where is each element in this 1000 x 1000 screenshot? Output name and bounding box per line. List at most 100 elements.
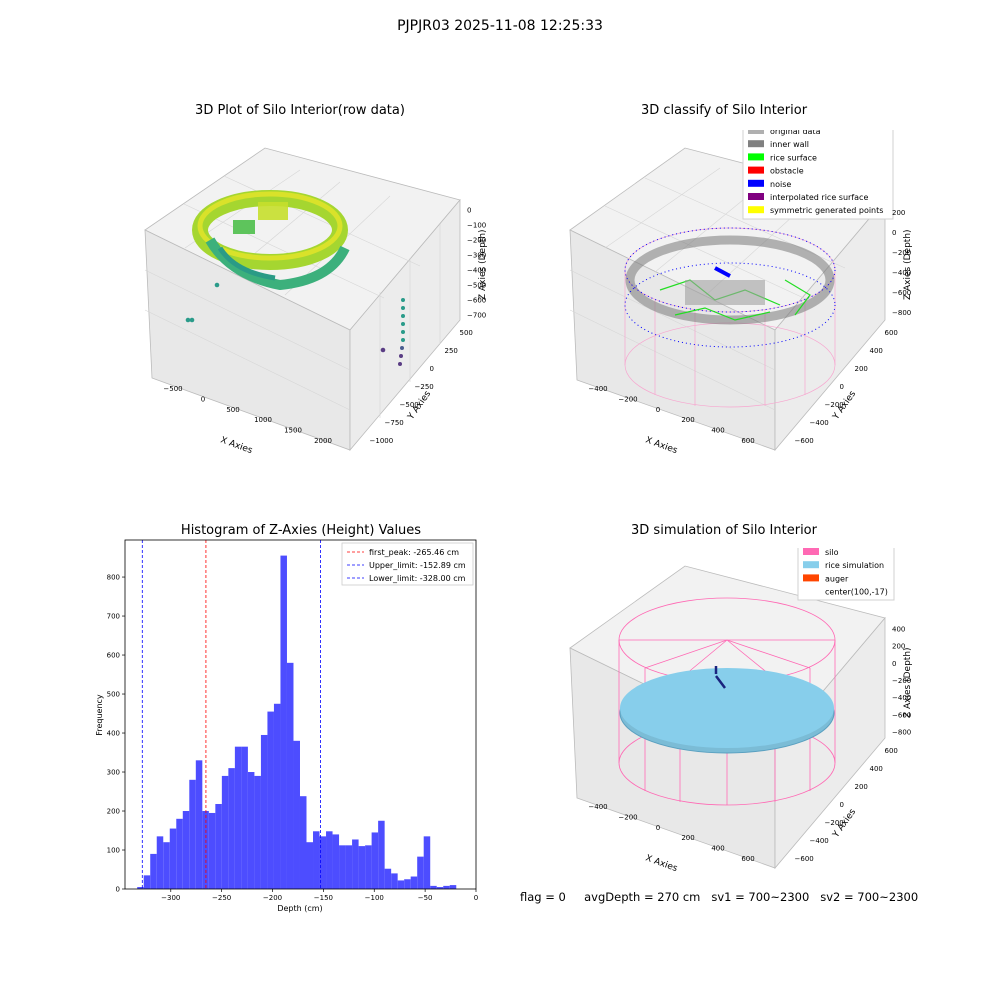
legend-label: silo bbox=[825, 548, 839, 557]
histogram-bar bbox=[195, 760, 203, 889]
x-tick-label: 0 bbox=[656, 406, 660, 414]
z-tick-label: 400 bbox=[892, 626, 905, 634]
raw-point-ring bbox=[192, 190, 350, 291]
x-tick-label: −200 bbox=[618, 396, 637, 404]
histogram-bar bbox=[339, 845, 346, 889]
y-tick-label: 400 bbox=[870, 347, 883, 355]
y-tick-label: −200 bbox=[825, 819, 844, 827]
y-tick-label: 700 bbox=[107, 613, 120, 621]
histogram-legend: first_peak: -265.46 cm Upper_limit: -152.… bbox=[341, 542, 474, 586]
histogram-bar bbox=[378, 820, 385, 889]
histogram-bar bbox=[150, 853, 157, 889]
y-tick-label: −750 bbox=[385, 419, 404, 427]
legend-swatch bbox=[748, 179, 764, 187]
legend-label: auger bbox=[825, 574, 849, 583]
legend-swatch bbox=[748, 206, 764, 214]
histogram-bar bbox=[182, 811, 190, 889]
histogram-bar bbox=[430, 885, 437, 889]
histogram-bar bbox=[423, 836, 431, 889]
histogram-bar bbox=[306, 842, 314, 889]
plot2-xlabel: X Axies bbox=[644, 435, 679, 456]
y-tick-label: 500 bbox=[107, 691, 120, 699]
z-tick-label: −400 bbox=[467, 267, 486, 275]
z-tick-label: 0 bbox=[467, 207, 471, 215]
histogram-bar bbox=[332, 834, 340, 889]
histogram-bar bbox=[254, 775, 261, 889]
histogram-bar bbox=[163, 842, 170, 889]
plot4-title: 3D simulation of Silo Interior bbox=[631, 523, 817, 538]
y-tick-label: 200 bbox=[855, 783, 868, 791]
histogram-bar bbox=[156, 836, 164, 889]
histogram-bar bbox=[358, 846, 366, 889]
x-tick-label: 400 bbox=[711, 427, 724, 435]
histogram-bar bbox=[273, 703, 281, 889]
histogram-bar bbox=[443, 885, 450, 889]
legend-label: Upper_limit: -152.89 cm bbox=[369, 561, 466, 570]
y-tick-label: 0 bbox=[116, 886, 120, 894]
plot2-title: 3D classify of Silo Interior bbox=[640, 103, 808, 118]
histogram-bar bbox=[189, 779, 196, 889]
x-tick-label: 2000 bbox=[314, 437, 332, 445]
histogram-bar bbox=[384, 868, 392, 889]
x-tick-label: 200 bbox=[681, 416, 694, 424]
plot2-zlabel: Z Axies (Depth) bbox=[903, 229, 913, 300]
x-tick-label: 0 bbox=[474, 894, 478, 902]
histogram-bar bbox=[404, 879, 411, 889]
histogram-bar bbox=[293, 740, 300, 889]
histogram-bar bbox=[286, 662, 294, 889]
histogram-xlabel: Depth (cm) bbox=[277, 904, 322, 913]
legend-swatch bbox=[748, 153, 764, 161]
histogram-bar bbox=[260, 734, 268, 889]
histogram-bar bbox=[241, 746, 248, 889]
plot1-title: 3D Plot of Silo Interior(row data) bbox=[195, 103, 405, 118]
auger-marker bbox=[714, 666, 726, 689]
y-tick-label: 800 bbox=[107, 574, 120, 582]
x-tick-label: 1000 bbox=[254, 416, 272, 424]
legend-swatch bbox=[803, 561, 819, 569]
histogram-ylabel: Frequency bbox=[95, 694, 104, 736]
x-tick-label: 200 bbox=[681, 834, 694, 842]
x-tick-label: −50 bbox=[418, 894, 433, 902]
y-tick-label: 250 bbox=[445, 347, 458, 355]
z-tick-label: −800 bbox=[892, 728, 911, 736]
x-tick-label: 0 bbox=[201, 396, 205, 404]
plot4-legend: silo rice simulation auger center(100,-17) bbox=[797, 548, 895, 601]
noise-cluster bbox=[714, 266, 731, 278]
y-tick-label: 400 bbox=[107, 730, 120, 738]
histogram-bar bbox=[313, 831, 320, 889]
plot4-xlabel: X Axies bbox=[644, 853, 679, 874]
histogram-axes: −300 −250 −200 −150 −100 −50 0 0 100 200 300 400 500… bbox=[107, 539, 478, 902]
y-tick-label: −400 bbox=[810, 419, 829, 427]
histogram-bar bbox=[326, 831, 333, 889]
histogram-bar bbox=[280, 555, 287, 889]
inner-wall-points bbox=[625, 235, 835, 325]
legend-label: original data bbox=[770, 130, 821, 136]
rice-simulation-surface bbox=[619, 668, 835, 754]
legend-label: rice simulation bbox=[825, 561, 884, 570]
x-tick-label: −400 bbox=[588, 385, 607, 393]
y-tick-label: 0 bbox=[840, 383, 844, 391]
y-tick-label: 100 bbox=[107, 847, 120, 855]
y-tick-label: 500 bbox=[460, 329, 473, 337]
legend-swatch bbox=[748, 140, 764, 148]
y-tick-label: 0 bbox=[840, 801, 844, 809]
legend-label: Lower_limit: -328.00 cm bbox=[369, 574, 466, 583]
legend-swatch bbox=[748, 166, 764, 174]
legend-label: first_peak: -265.46 cm bbox=[369, 548, 459, 557]
histogram-bar bbox=[371, 832, 379, 889]
histogram-bar bbox=[365, 845, 372, 889]
legend-swatch bbox=[748, 193, 764, 200]
histogram-bar bbox=[143, 875, 151, 889]
plot1-axes-box bbox=[144, 147, 461, 452]
y-tick-label: 400 bbox=[870, 765, 883, 773]
histogram-vlines bbox=[141, 540, 321, 889]
histogram-title: Histogram of Z-Axies (Height) Values bbox=[180, 523, 422, 538]
histogram-bar bbox=[391, 873, 398, 889]
outlier-points bbox=[185, 282, 405, 366]
x-tick-label: 600 bbox=[741, 855, 754, 863]
y-tick-label: −200 bbox=[825, 401, 844, 409]
z-tick-label: 0 bbox=[892, 660, 896, 668]
y-tick-label: −500 bbox=[400, 401, 419, 409]
x-tick-label: 400 bbox=[711, 845, 724, 853]
